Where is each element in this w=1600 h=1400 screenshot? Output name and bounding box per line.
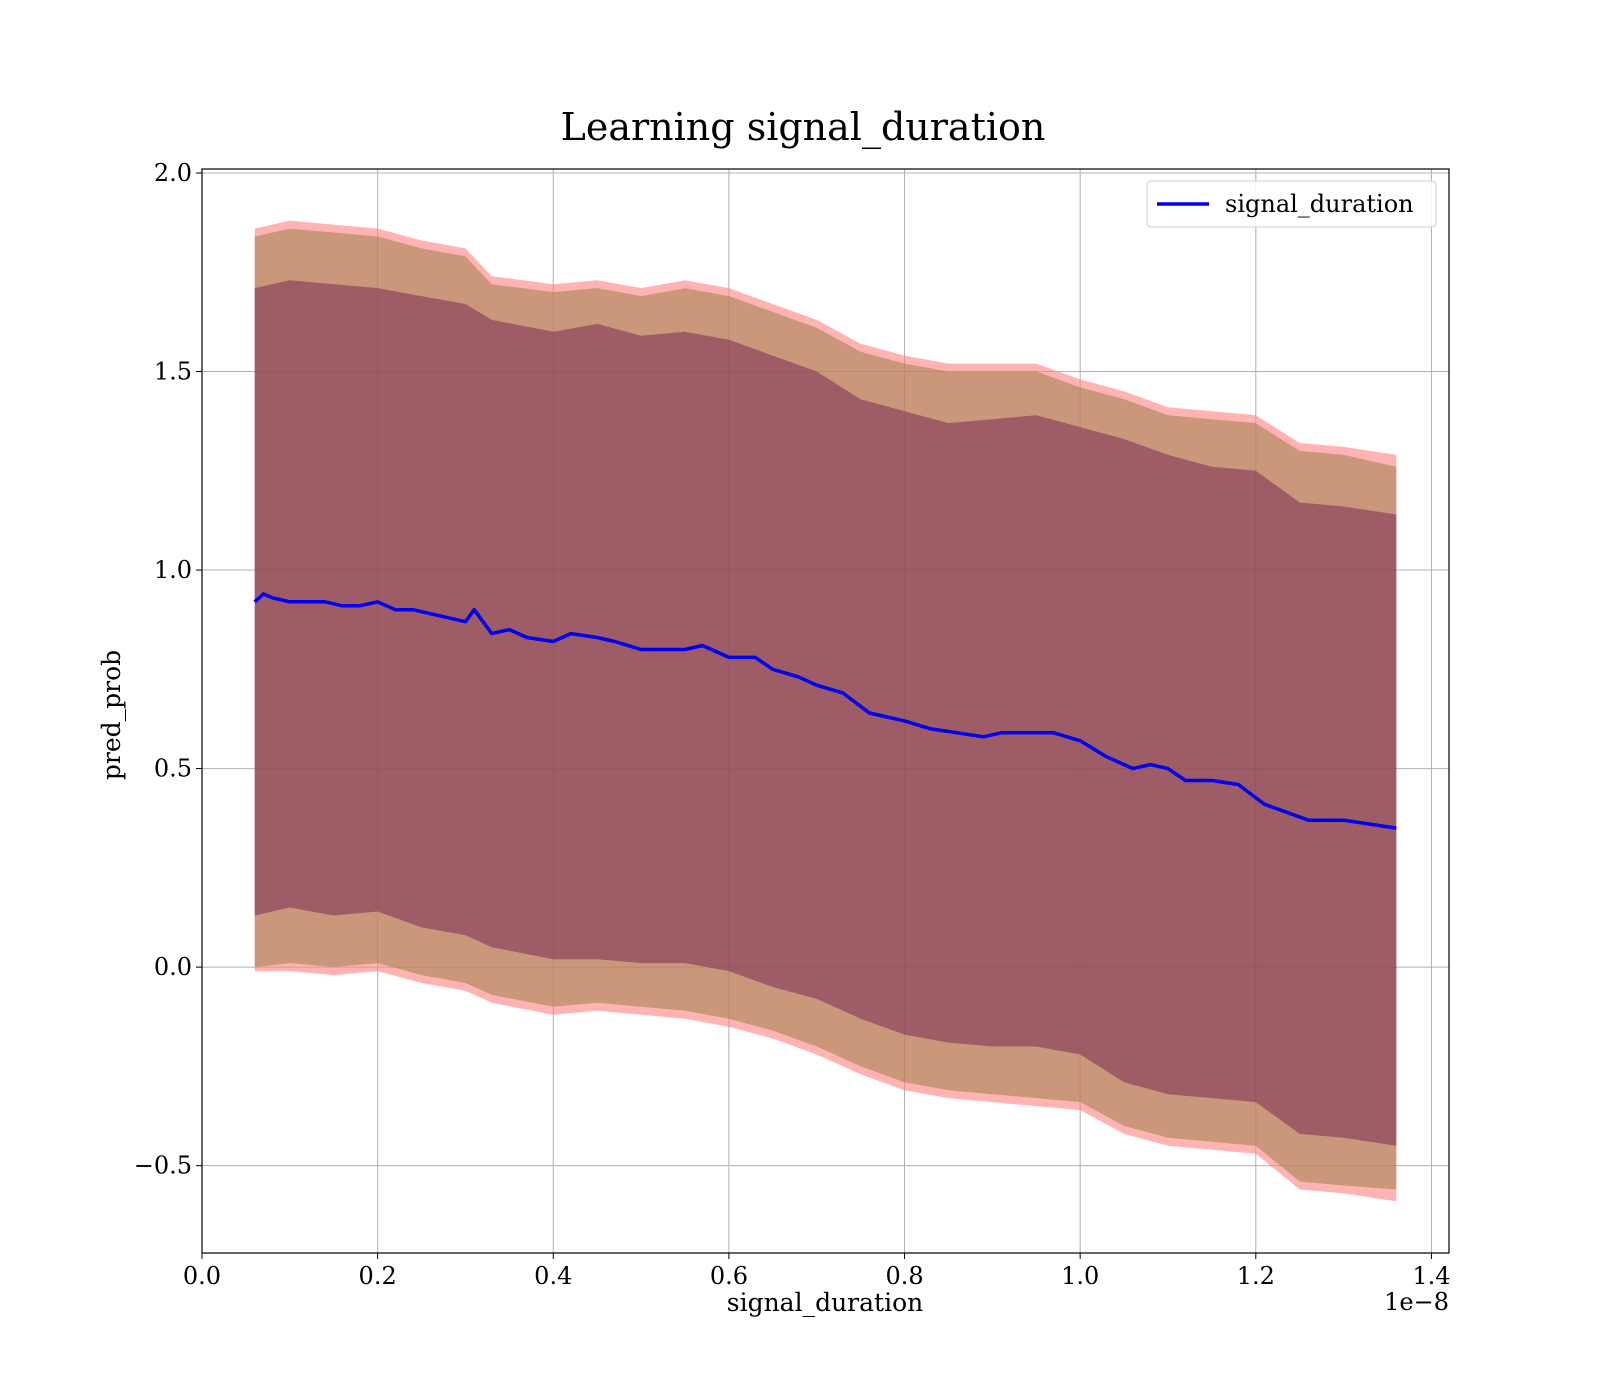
plot-frame: [201, 168, 1450, 1254]
x-tick-label: 0.8: [885, 1262, 923, 1290]
y-axis-label: pred_prob: [97, 650, 126, 780]
x-tick-label: 0.6: [710, 1262, 748, 1290]
x-tick-label: 0.2: [359, 1262, 397, 1290]
inner-band: [254, 280, 1397, 1146]
y-tick-label: 0.0: [154, 953, 192, 981]
y-tick-label: 2.0: [154, 159, 192, 187]
x-axis-offset-label: 1e−8: [1384, 1288, 1449, 1316]
y-tick-label: −0.5: [134, 1152, 192, 1180]
y-tick-label: 1.5: [154, 358, 192, 386]
y-tick-label: 0.5: [154, 755, 192, 783]
plot-area: 0.0 0.2 0.4 0.6 0.8 1.0 1.2 1.4 −0.5 0.0 0.5 1.0 1.5…: [134, 159, 1451, 1290]
x-tick-label: 0.0: [183, 1262, 221, 1290]
legend-box: [1146, 180, 1437, 228]
legend-label: signal_duration: [1225, 190, 1414, 218]
y-tick-label: 1.0: [154, 556, 192, 584]
x-tick-label: 0.4: [534, 1262, 572, 1290]
x-tick-label: 1.0: [1061, 1262, 1099, 1290]
x-axis-label: signal_duration: [727, 1288, 923, 1317]
x-tick-label: 1.2: [1237, 1262, 1275, 1290]
series-line-signal_duration: [253, 592, 1397, 830]
chart-title: Learning signal_duration: [561, 105, 1046, 150]
x-tick-label: 1.4: [1412, 1262, 1450, 1290]
